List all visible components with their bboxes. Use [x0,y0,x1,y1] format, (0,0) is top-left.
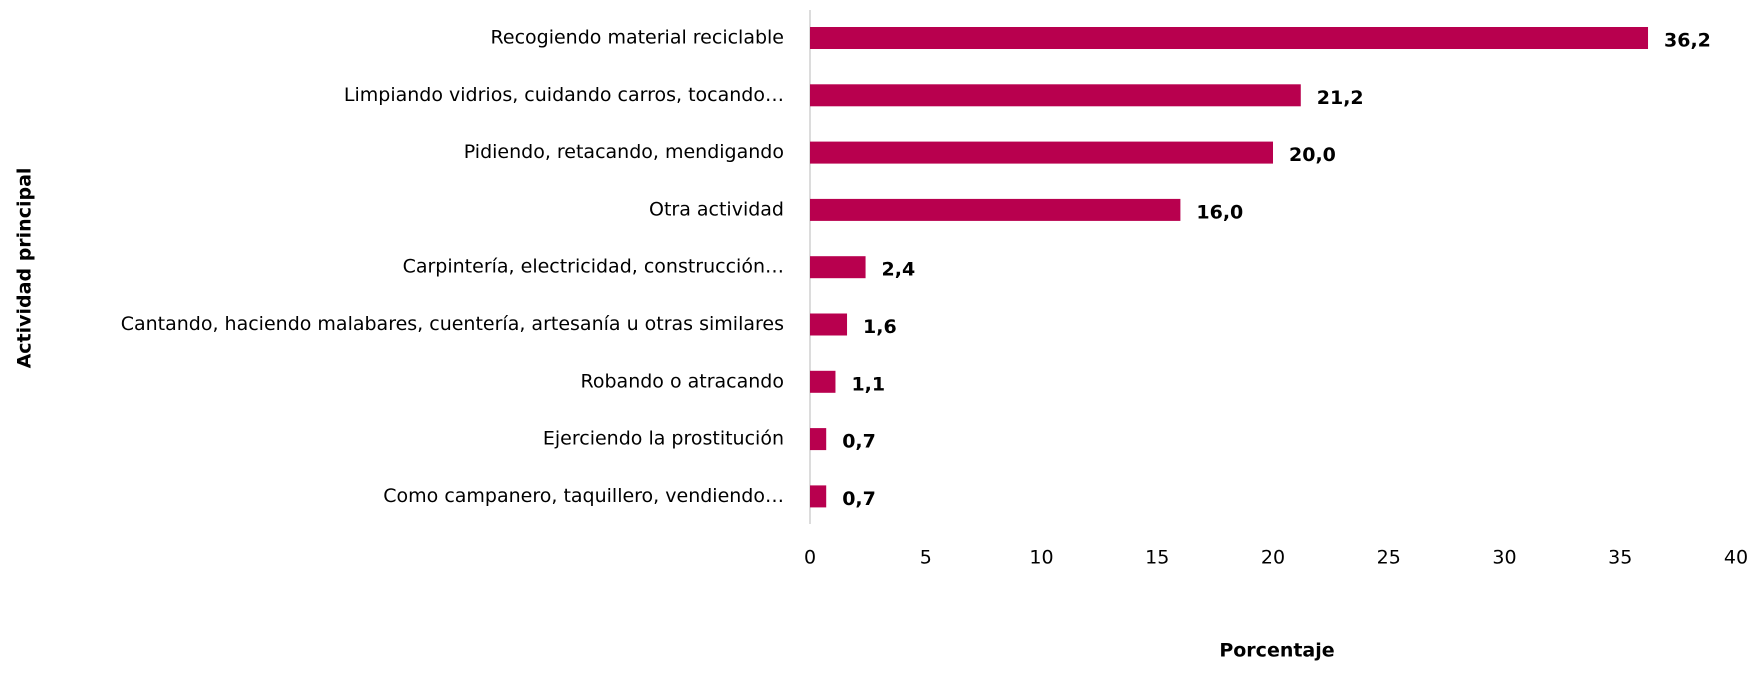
category-label: Como campanero, taquillero, vendiendo… [383,485,784,507]
bar [810,256,866,279]
value-label: 20,0 [1289,144,1336,166]
value-label: 2,4 [882,259,916,281]
x-tick-label: 10 [1029,547,1053,569]
bar [810,428,827,451]
value-label: 36,2 [1664,30,1711,52]
x-tick-label: 5 [920,547,932,569]
x-tick-label: 30 [1492,547,1516,569]
category-label: Cantando, haciendo malabares, cuentería,… [121,313,784,335]
value-label: 1,1 [851,373,885,395]
category-label: Ejerciendo la prostitución [543,428,784,450]
x-axis-label: Porcentaje [1219,640,1334,662]
bar [810,27,1649,49]
x-tick-label: 20 [1261,547,1285,569]
y-axis-label: Actividad principal [14,168,36,369]
x-tick-label: 25 [1377,547,1401,569]
x-tick-label: 35 [1608,547,1632,569]
x-tick-label: 40 [1724,547,1748,569]
bar [810,141,1273,164]
bar [810,198,1181,221]
value-label: 16,0 [1196,201,1243,223]
bar [810,485,827,508]
category-label: Pidiendo, retacando, mendigando [464,141,784,163]
x-tick-label: 15 [1145,547,1169,569]
category-label: Carpintería, electricidad, construcción… [403,256,784,278]
bar [810,84,1301,107]
value-label: 0,7 [842,431,876,453]
bar [810,370,836,393]
category-label: Limpiando vidrios, cuidando carros, toca… [344,84,784,106]
x-tick-label: 0 [804,547,816,569]
category-label: Otra actividad [649,198,784,220]
value-label: 21,2 [1317,87,1364,109]
bar [810,313,848,336]
category-label: Robando o atracando [581,370,784,392]
value-label: 0,7 [842,488,876,510]
value-label: 1,6 [863,316,897,338]
category-label: Recogiendo material reciclable [491,27,784,49]
